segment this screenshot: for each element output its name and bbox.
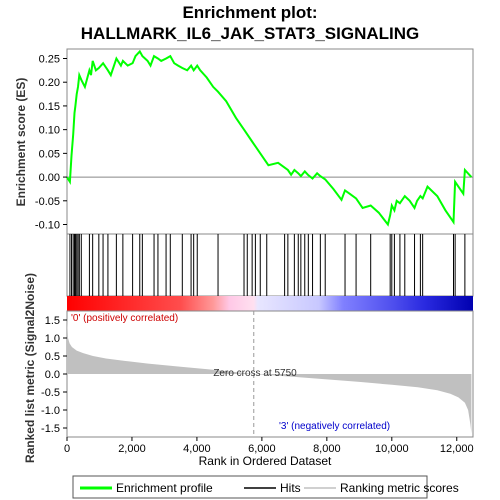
metric-y-tick-label: 0.5 [45, 351, 60, 363]
metric-y-axis-label: Ranked list metric (Signal2Noise) [23, 273, 37, 463]
es-y-tick-label: -0.05 [35, 196, 60, 208]
es-y-tick-label: 0.25 [39, 53, 60, 65]
legend-hits-label: Hits [280, 481, 301, 495]
metric-y-ticks: -1.5 -1.0 -0.5 0.0 0.5 1.0 1.5 [41, 315, 67, 435]
x-axis-ticks: 0 2,000 4,000 6,000 8,000 10,000 12,000 [64, 437, 474, 455]
enrichment-profile-line [66, 49, 473, 227]
negative-correlation-label: '3' (negatively correlated) [279, 421, 390, 432]
x-tick-label: 4,000 [183, 443, 211, 455]
ranking-metric-area [67, 318, 472, 434]
x-axis-label: Rank in Ordered Dataset [199, 454, 332, 468]
es-y-tick-label: 0.00 [39, 172, 60, 184]
chart-title-line-2: HALLMARK_IL6_JAK_STAT3_SIGNALING [81, 24, 419, 43]
metric-y-tick-label: -1.0 [41, 405, 60, 417]
es-y-axis-label: Enrichment score (ES) [14, 78, 28, 207]
metric-y-tick-label: 1.5 [45, 315, 60, 327]
zero-cross-label: Zero cross at 5750 [213, 368, 297, 379]
es-y-tick-label: 0.10 [39, 125, 60, 137]
hits-marks [69, 234, 466, 296]
es-panel-frame [66, 48, 474, 235]
metric-y-tick-label: 0.0 [45, 369, 60, 381]
legend-enrichment-profile-label: Enrichment profile [116, 481, 213, 495]
rank-color-bar [67, 296, 473, 311]
legend-ranking-metric-label: Ranking metric scores [340, 481, 459, 495]
es-y-ticks: -0.10 -0.05 0.00 0.05 0.10 0.15 0.20 0.25 [35, 53, 67, 232]
es-y-tick-label: 0.15 [39, 101, 60, 113]
x-tick-label: 6,000 [248, 443, 276, 455]
hits-panel-frame [66, 233, 474, 297]
metric-y-tick-label: 1.0 [45, 333, 60, 345]
x-tick-label: 0 [64, 443, 70, 455]
positive-correlation-label: '0' (positively correlated) [71, 313, 178, 324]
chart-title-line-1: Enrichment plot: [182, 3, 317, 22]
x-tick-label: 2,000 [118, 443, 146, 455]
metric-y-tick-label: -0.5 [41, 387, 60, 399]
x-tick-label: 8,000 [313, 443, 341, 455]
x-tick-label: 12,000 [440, 443, 474, 455]
x-tick-label: 10,000 [375, 443, 409, 455]
metric-y-tick-label: -1.5 [41, 423, 60, 435]
legend-box [72, 475, 428, 499]
es-y-tick-label: 0.20 [39, 77, 60, 89]
legend: Enrichment profile Hits Ranking metric s… [72, 475, 459, 499]
es-y-tick-label: 0.05 [39, 148, 60, 160]
es-y-tick-label: -0.10 [35, 220, 60, 232]
